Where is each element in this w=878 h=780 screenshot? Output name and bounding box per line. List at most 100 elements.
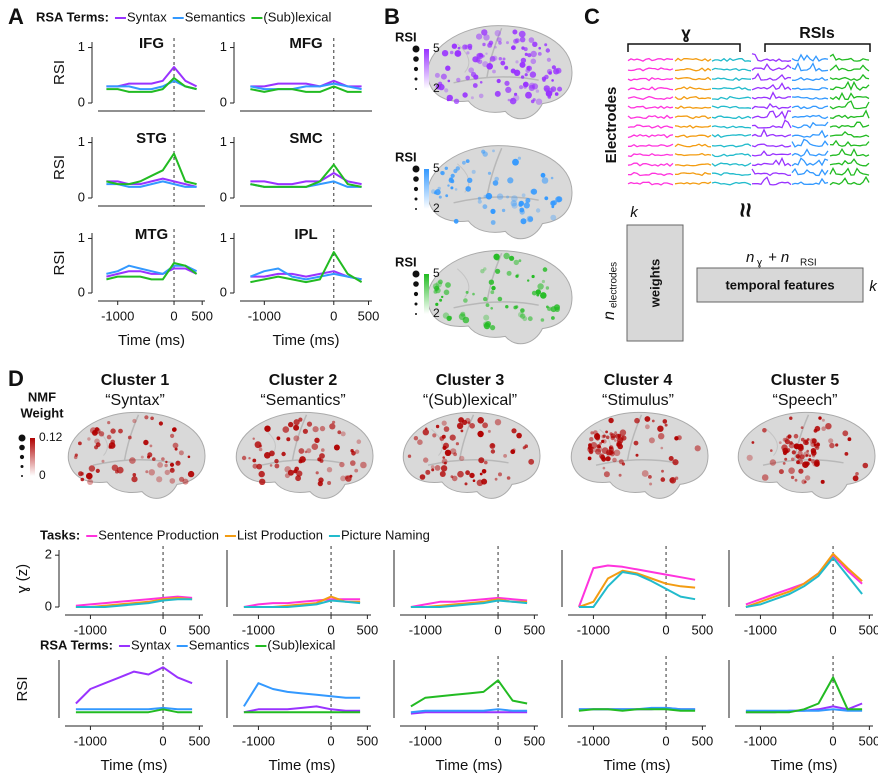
electrode <box>495 478 498 481</box>
panel-label: D <box>8 366 24 391</box>
electrode <box>128 436 132 440</box>
electrode <box>602 439 606 443</box>
electrode <box>448 80 451 83</box>
electrode <box>791 476 794 479</box>
electrode <box>807 438 810 441</box>
electrode <box>314 438 319 443</box>
electrode <box>536 89 539 92</box>
trace <box>628 154 673 157</box>
electrode <box>455 188 458 191</box>
electrode <box>466 291 469 294</box>
size-key <box>20 455 24 459</box>
x-tick-label: 0 <box>662 622 669 637</box>
colorbar-title: RSI <box>395 149 417 164</box>
chart-title: IFG <box>139 35 164 52</box>
y-tick-label: 1 <box>78 134 85 149</box>
x-tick-label: -1000 <box>409 622 442 637</box>
trace <box>712 78 751 80</box>
electrode <box>461 430 464 433</box>
electrode <box>594 449 598 453</box>
legend-label: List Production <box>237 527 323 542</box>
electrode <box>538 47 541 50</box>
colorbar-title: RSI <box>395 254 417 269</box>
x-tick-label: -1000 <box>409 733 442 748</box>
x-tick-label: 500 <box>692 733 714 748</box>
x-tick-label: 0 <box>829 733 836 748</box>
colorbar <box>424 274 429 314</box>
electrode <box>494 177 499 182</box>
electrode <box>537 283 543 289</box>
x-tick-label: 0 <box>327 733 334 748</box>
series-line <box>746 555 862 604</box>
trace <box>830 141 869 146</box>
electrode <box>303 429 308 434</box>
electrode <box>473 74 478 79</box>
trace <box>675 78 711 81</box>
trace <box>752 169 791 176</box>
electrode <box>306 448 311 453</box>
y-tick-label: 0 <box>220 189 227 204</box>
electrode <box>490 325 495 330</box>
x-tick-label: -1000 <box>101 308 134 323</box>
electrode <box>529 85 535 91</box>
electrode <box>779 441 782 444</box>
electrode <box>821 480 825 484</box>
electrode <box>492 150 495 153</box>
electrode <box>440 471 446 477</box>
trace <box>752 177 791 185</box>
trace <box>752 74 791 80</box>
electrode <box>491 286 495 290</box>
size-key <box>415 78 418 81</box>
electrode <box>551 316 555 320</box>
electrode <box>150 445 153 448</box>
electrode <box>511 45 516 50</box>
electrode <box>532 275 535 278</box>
electrode <box>164 464 167 467</box>
electrode <box>805 441 809 445</box>
legend-label: Syntax <box>127 9 167 24</box>
electrode <box>506 196 509 199</box>
colorbar-max: 5 <box>433 266 440 280</box>
trace <box>628 68 673 71</box>
electrode <box>550 215 556 221</box>
electrode <box>548 71 552 75</box>
x-axis-label: Time (ms) <box>604 757 671 774</box>
electrode <box>551 177 554 180</box>
trace <box>752 83 791 90</box>
electrode <box>86 473 93 480</box>
electrode <box>602 435 606 439</box>
electrode <box>285 473 290 478</box>
y-axis-label: ɣ (z) <box>14 564 31 593</box>
electrode <box>652 420 655 423</box>
electrode <box>253 438 255 440</box>
electrode <box>528 459 534 465</box>
y-tick-label: 1 <box>78 230 85 245</box>
electrode <box>481 479 487 485</box>
trace <box>675 135 711 137</box>
electrode <box>453 169 457 173</box>
electrode <box>497 37 502 42</box>
electrode <box>863 463 869 469</box>
electrode <box>649 483 652 486</box>
size-key <box>413 46 420 53</box>
cluster-title: Cluster 5 <box>771 372 840 389</box>
electrode <box>794 443 800 449</box>
x-axis-label: Time (ms) <box>771 757 838 774</box>
electrode <box>762 474 769 481</box>
electrode <box>431 465 435 469</box>
electrode <box>614 431 617 434</box>
y-axis-label: RSI <box>14 676 31 701</box>
electrode <box>451 475 454 478</box>
electrode <box>165 461 167 463</box>
electrode <box>505 87 511 93</box>
electrode <box>672 459 678 465</box>
electrode <box>469 423 475 429</box>
electrode <box>480 81 483 84</box>
electrode <box>815 446 819 450</box>
trace <box>792 139 828 147</box>
electrode <box>519 31 526 38</box>
electrode <box>78 442 82 446</box>
electrode <box>497 193 503 199</box>
electrode <box>503 253 509 259</box>
electrode <box>248 457 250 459</box>
